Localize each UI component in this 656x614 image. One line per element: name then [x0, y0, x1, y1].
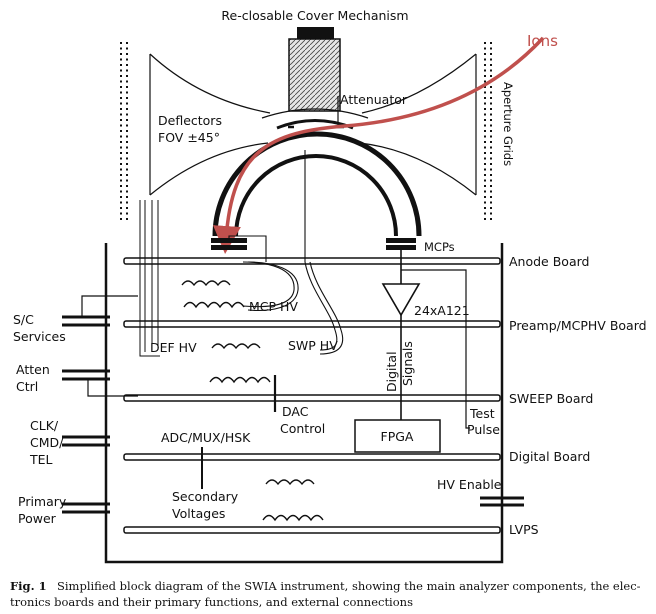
cover-label: Re-closable Cover Mechanism — [221, 8, 408, 23]
caption-line-2: tronics boards and their primary functio… — [10, 595, 413, 609]
voltages-label: Voltages — [172, 506, 225, 521]
fov-label: FOV ±45° — [158, 130, 220, 145]
digital-board-label: Digital Board — [509, 449, 590, 464]
ctrl-label: Ctrl — [16, 379, 38, 394]
power-label: Power — [18, 511, 57, 526]
dac-label: DAC — [282, 404, 309, 419]
external-connectors-left — [62, 295, 138, 514]
digital-label: Digital — [384, 351, 399, 392]
primary-label: Primary — [18, 494, 67, 509]
enclosure — [104, 243, 504, 564]
atten-label: Atten — [16, 362, 50, 377]
def-hv-label: DEF HV — [150, 340, 197, 355]
aperture-grids-label: Aperture Grids — [501, 82, 515, 166]
services-label: Services — [13, 329, 66, 344]
hv-enable-connector — [480, 496, 524, 507]
sc-label: S/C — [13, 312, 34, 327]
mcp-hv-label: MCP HV — [249, 299, 298, 314]
adc-mux-hsk-label: ADC/MUX/HSK — [161, 430, 251, 445]
deflector-left — [149, 53, 271, 196]
lvps-label: LVPS — [509, 522, 539, 537]
secondary-label: Secondary — [172, 489, 239, 504]
boards — [123, 257, 501, 534]
ions-label: Ions — [527, 32, 558, 50]
deflectors-label: Deflectors — [158, 113, 222, 128]
cover-mechanism — [288, 27, 341, 112]
signals-label: Signals — [400, 341, 415, 386]
control-label: Control — [280, 421, 325, 436]
def-hv-wires — [139, 200, 160, 357]
clk-label: CLK/ — [30, 418, 59, 433]
deflector-right — [359, 53, 477, 196]
pulse-label: Pulse — [467, 422, 500, 437]
mcp-detectors — [211, 238, 416, 250]
caption-line-1: Simplified block diagram of the SWIA ins… — [57, 579, 641, 593]
mcp-hv-wires — [228, 150, 344, 355]
aperture-grids — [120, 42, 492, 222]
preamp-signal-chain — [381, 250, 470, 429]
caption-figure-number: Fig. 1 — [10, 579, 47, 593]
hv-enable-label: HV Enable — [437, 477, 502, 492]
attenuator-label: Attenuator — [340, 92, 408, 107]
fpga-block — [354, 419, 441, 453]
mcps-label: MCPs — [424, 240, 455, 254]
transformer-coils — [181, 280, 324, 522]
swp-hv-label: SWP HV — [288, 338, 338, 353]
preamp-board-label: Preamp/MCPHV Board — [509, 318, 647, 333]
ion-trajectory — [212, 36, 545, 254]
test-label: Test — [469, 406, 495, 421]
a121-label: 24xA121 — [414, 303, 470, 318]
tel-label: TEL — [29, 452, 53, 467]
anode-board-label: Anode Board — [509, 254, 589, 269]
fpga-label: FPGA — [381, 429, 414, 444]
cmd-label: CMD/ — [30, 435, 64, 450]
sweep-board-label: SWEEP Board — [509, 391, 593, 406]
